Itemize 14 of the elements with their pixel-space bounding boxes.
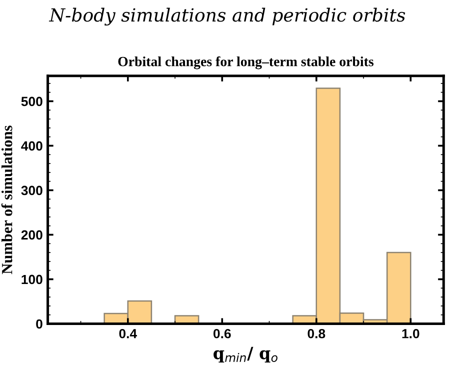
x-tick-label: 0.6: [213, 328, 231, 338]
y-tick-label: 0: [36, 319, 42, 329]
chart-title: N-body simulations and periodic orbits: [48, 8, 406, 26]
y-tick-label: 300: [21, 186, 42, 196]
y-tick-label: 200: [21, 230, 42, 240]
x-tick-label: 0.4: [119, 328, 137, 338]
y-tick-label: 400: [21, 141, 42, 151]
y-tick-label: 500: [21, 96, 42, 106]
x-tick-label: 1.0: [402, 328, 420, 338]
y-axis-title: Number of simulations: [1, 126, 12, 274]
y-tick-label: 100: [22, 274, 42, 284]
x-tick-label: 0.8: [308, 328, 326, 338]
chart-subtitle: Orbital changes for long–term stable orbits: [118, 56, 374, 70]
x-axis-title: q$_{min}$/ q$_{o}$: [214, 346, 278, 363]
